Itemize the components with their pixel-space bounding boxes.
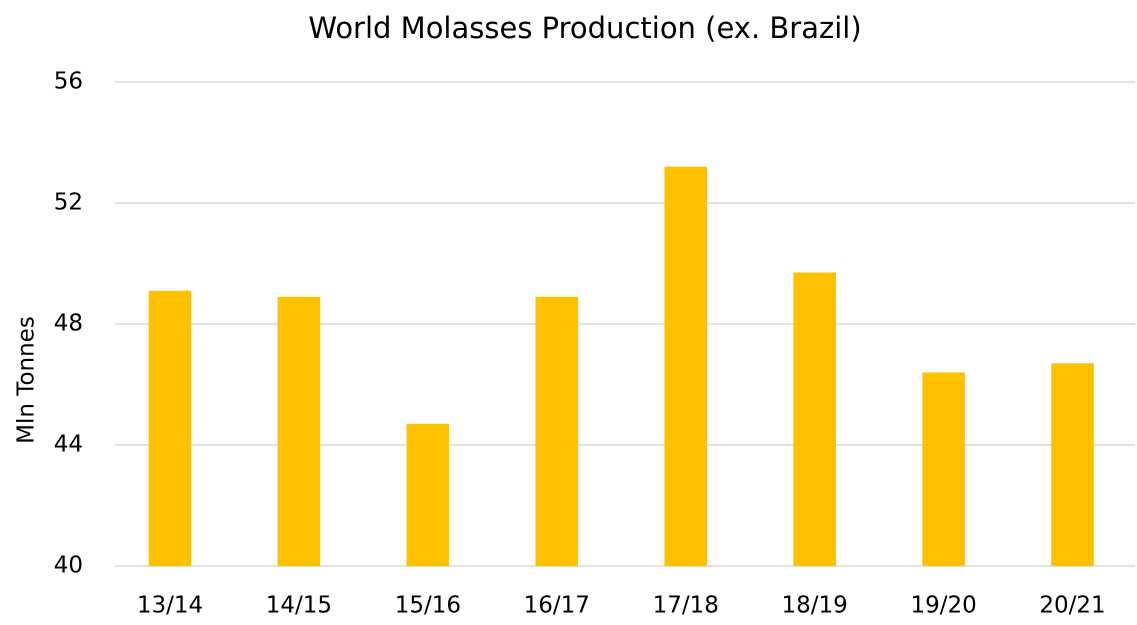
bar xyxy=(1051,363,1094,566)
bar xyxy=(664,166,707,566)
x-tick-label: 16/17 xyxy=(524,593,590,619)
bar xyxy=(535,296,579,566)
y-tick-label: 56 xyxy=(54,69,83,95)
bar xyxy=(406,423,450,566)
x-tick-label: 18/19 xyxy=(782,593,848,619)
bar xyxy=(922,372,965,566)
bar xyxy=(793,272,836,566)
y-tick-label: 48 xyxy=(54,311,83,337)
bar xyxy=(277,296,321,566)
chart-title: World Molasses Production (ex. Brazil) xyxy=(308,11,861,45)
y-tick-label: 44 xyxy=(54,432,83,458)
x-tick-label: 13/14 xyxy=(137,593,203,619)
x-tick-label: 19/20 xyxy=(910,593,976,619)
y-tick-label: 52 xyxy=(54,190,83,216)
y-axis-label: Mln Tonnes xyxy=(14,316,40,444)
x-tick-label: 20/21 xyxy=(1039,593,1105,619)
x-tick-label: 17/18 xyxy=(653,593,719,619)
y-tick-label: 40 xyxy=(54,553,83,579)
x-tick-label: 14/15 xyxy=(266,593,332,619)
bar xyxy=(148,290,192,566)
x-tick-label: 15/16 xyxy=(395,593,461,619)
